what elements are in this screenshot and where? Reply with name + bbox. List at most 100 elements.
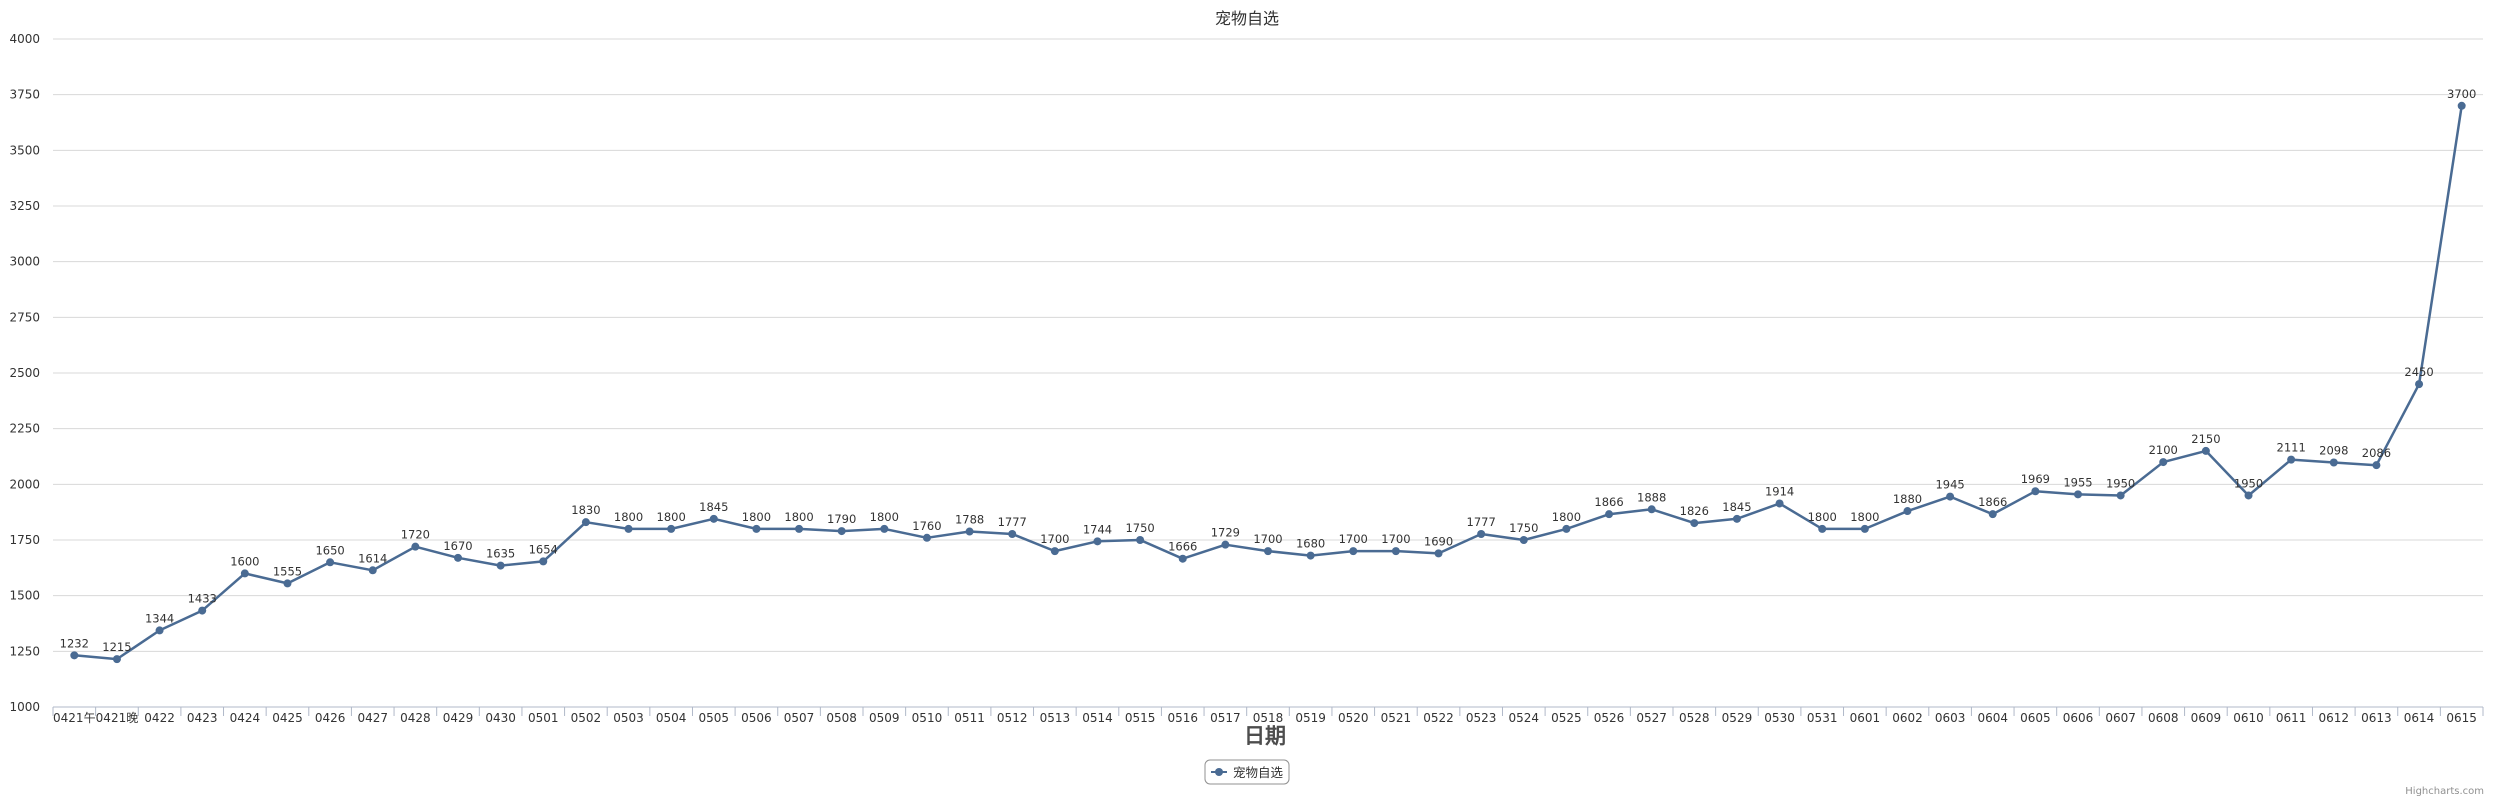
- x-tick-label: 0421午: [53, 711, 96, 725]
- data-point: [2074, 490, 2082, 499]
- x-tick-label: 0426: [315, 711, 346, 725]
- x-tick-label: 0527: [1636, 711, 1667, 725]
- y-tick-label: 1250: [9, 644, 40, 658]
- data-label: 1830: [571, 503, 600, 517]
- y-tick-label: 3500: [9, 143, 40, 157]
- data-label: 1720: [401, 528, 430, 542]
- x-tick-label: 0531: [1807, 711, 1838, 725]
- x-tick-label: 0523: [1466, 711, 1497, 725]
- series-group: [70, 101, 2466, 664]
- x-tick-label: 0614: [2404, 711, 2435, 725]
- data-label: 1729: [1211, 526, 1240, 540]
- x-tick-label: 0524: [1509, 711, 1540, 725]
- y-tick-label: 3250: [9, 199, 40, 213]
- y-axis: 1000 1250 1500 1750 2000 2250 2500 2750 3000 3250…: [9, 32, 40, 714]
- data-point: [1562, 524, 1571, 533]
- data-label: 1800: [870, 510, 899, 524]
- data-point: [1732, 514, 1741, 523]
- data-label: 1654: [529, 542, 558, 556]
- x-tick-label: 0502: [571, 711, 602, 725]
- data-point: [496, 561, 505, 570]
- data-point: [1988, 510, 1997, 519]
- x-tick-label: 0515: [1125, 711, 1156, 725]
- x-tick-label: 0511: [954, 711, 985, 725]
- x-tick-label: 0604: [1977, 711, 2008, 725]
- x-tick-label: 0514: [1082, 711, 1113, 725]
- x-tick-label: 0504: [656, 711, 687, 725]
- data-labels: 1232 1215 1344 1433 1600 1555 1650 1614 1720 1670…: [60, 87, 2477, 654]
- data-label: 2150: [2191, 432, 2220, 446]
- data-point: [70, 651, 79, 660]
- data-label: 1744: [1083, 522, 1112, 536]
- data-label: 1788: [955, 513, 984, 527]
- data-point: [240, 569, 249, 578]
- x-tick-label: 0516: [1167, 711, 1198, 725]
- x-tick-label: 0509: [869, 711, 900, 725]
- x-tick-label: 0428: [400, 711, 431, 725]
- data-label: 1650: [315, 543, 344, 557]
- data-point: [624, 524, 633, 533]
- data-point: [1008, 529, 1017, 538]
- data-point: [1434, 549, 1443, 558]
- legend-label[interactable]: 宠物自选: [1233, 765, 1284, 780]
- data-point: [326, 558, 335, 567]
- data-label: 1800: [1850, 510, 1879, 524]
- data-label: 1955: [2063, 475, 2092, 489]
- data-point: [283, 579, 292, 588]
- data-point: [1690, 519, 1699, 528]
- data-point: [1093, 537, 1102, 546]
- y-tick-label: 3000: [9, 255, 40, 269]
- data-label: 1750: [1125, 521, 1154, 535]
- data-point: [2031, 487, 2040, 496]
- data-label: 1670: [443, 539, 472, 553]
- data-label: 1700: [1040, 532, 1069, 546]
- data-label: 2100: [2149, 443, 2178, 457]
- x-tick-label: 0522: [1423, 711, 1454, 725]
- x-tick-label: 0508: [826, 711, 857, 725]
- data-label: 1845: [699, 500, 728, 514]
- data-label: 1777: [1467, 515, 1496, 529]
- data-point: [2287, 455, 2296, 464]
- x-tick-label: 0610: [2233, 711, 2264, 725]
- y-tick-label: 1500: [9, 589, 40, 603]
- x-tick-label: 0425: [272, 711, 303, 725]
- legend-box[interactable]: [1204, 759, 1290, 785]
- x-tick-label: 0613: [2361, 711, 2392, 725]
- credits-link[interactable]: Highcharts.com: [2405, 786, 2484, 797]
- data-point: [1391, 547, 1400, 556]
- data-point: [1903, 507, 1912, 516]
- data-point: [1477, 529, 1486, 538]
- series-line: [74, 105, 2463, 661]
- data-label: 1800: [742, 510, 771, 524]
- chart-title: 宠物自选: [1215, 9, 1279, 28]
- data-point: [880, 524, 889, 533]
- x-tick-label: 0520: [1338, 711, 1369, 725]
- data-point: [1178, 554, 1187, 563]
- data-point: [1306, 551, 1315, 560]
- x-tick-label: 0427: [357, 711, 388, 725]
- data-point: [1605, 510, 1614, 519]
- data-label: 1880: [1893, 492, 1922, 506]
- x-axis-title: 日期: [1244, 724, 1286, 748]
- data-label: 1700: [1253, 532, 1282, 546]
- data-point: [1136, 536, 1145, 544]
- x-tick-label: 0423: [187, 711, 218, 725]
- data-label: 1760: [912, 519, 941, 533]
- data-label: 1969: [2021, 472, 2050, 486]
- x-tick-label: 0422: [144, 711, 175, 725]
- data-label: 1666: [1168, 540, 1197, 554]
- data-point: [2329, 458, 2338, 467]
- x-tick-label: 0612: [2319, 711, 2350, 725]
- x-tick-label: 0611: [2276, 711, 2307, 725]
- data-label: 1555: [273, 564, 302, 578]
- x-tick-label: 0510: [912, 711, 943, 725]
- legend-marker-icon: [1215, 768, 1223, 776]
- data-label: 1800: [784, 510, 813, 524]
- data-point: [752, 524, 761, 533]
- legend[interactable]: 宠物自选: [1204, 759, 1290, 785]
- data-label: 1232: [60, 636, 89, 650]
- data-label: 1635: [486, 547, 515, 561]
- x-tick-label: 0529: [1722, 711, 1753, 725]
- x-tick-label: 0521: [1381, 711, 1412, 725]
- x-tick-label: 0424: [230, 711, 261, 725]
